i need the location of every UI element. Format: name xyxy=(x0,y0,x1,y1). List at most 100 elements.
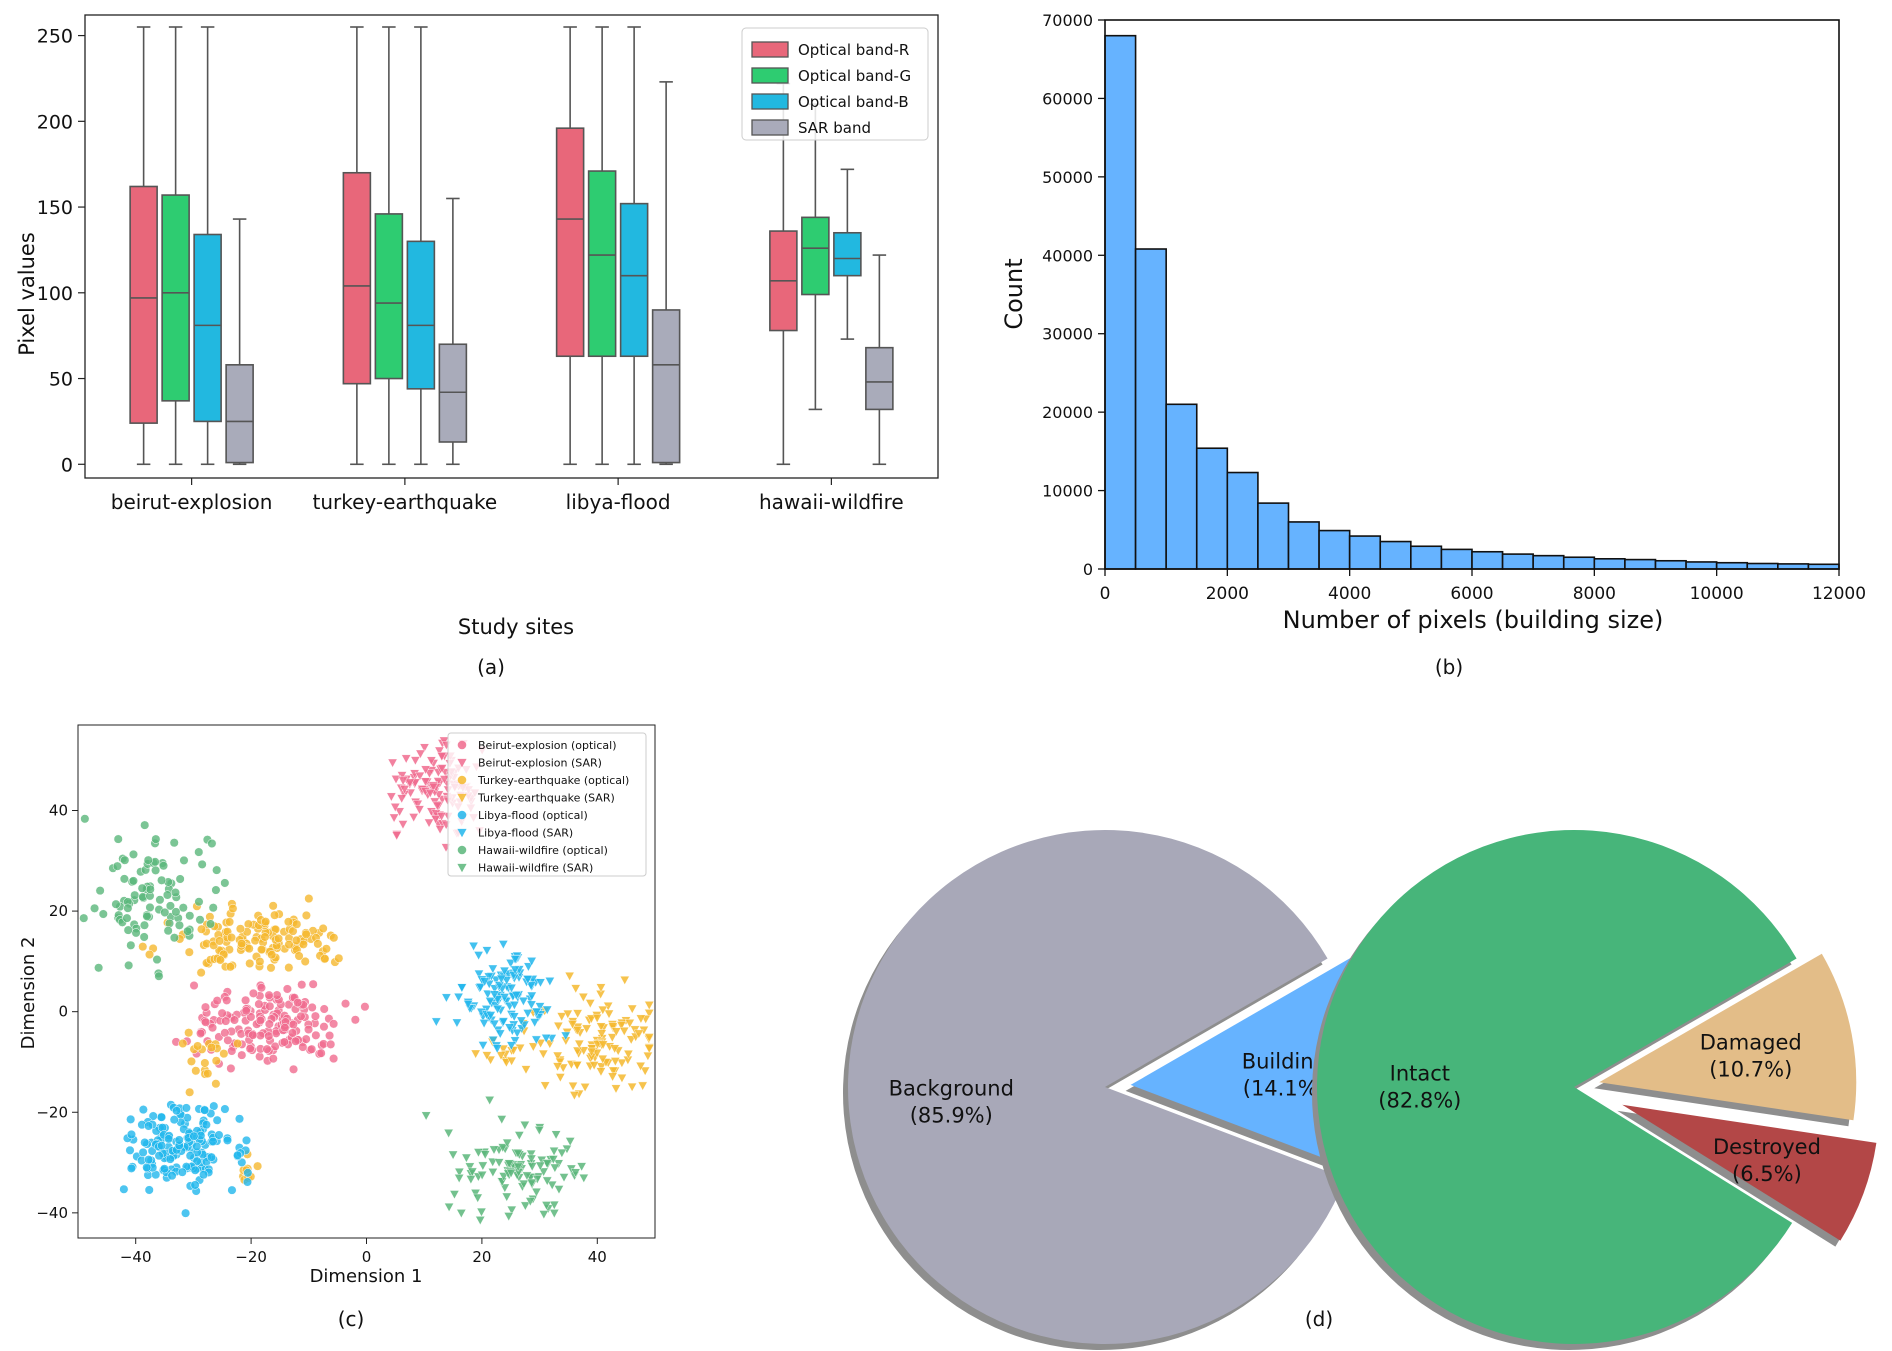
scatter-point xyxy=(420,765,431,775)
scatter-point xyxy=(578,1046,589,1056)
scatter-point xyxy=(293,998,303,1008)
scatter-point xyxy=(565,1137,576,1147)
scatter-point xyxy=(506,1168,517,1178)
scatter-point xyxy=(544,977,555,987)
scatter-point xyxy=(644,1001,655,1011)
scatter-point xyxy=(217,1008,227,1018)
scatter-point xyxy=(495,1029,506,1039)
histogram-bar xyxy=(1624,558,1657,570)
scatter-point xyxy=(288,1028,298,1038)
scatter-point xyxy=(206,1152,217,1162)
histogram-bar xyxy=(1165,403,1198,570)
scatter-point xyxy=(635,1014,646,1024)
scatter-point xyxy=(586,1014,597,1024)
scatter-point xyxy=(220,878,230,888)
scatter-point xyxy=(329,933,339,943)
scatter-point xyxy=(95,886,105,896)
scatter-point xyxy=(185,911,195,921)
scatter-point xyxy=(644,1044,655,1054)
scatter-point xyxy=(441,993,452,1003)
scatter-point xyxy=(228,903,238,914)
scatter-point xyxy=(156,1112,167,1122)
pie-slice xyxy=(848,830,1346,1344)
scatter-point xyxy=(419,743,430,753)
scatter-point xyxy=(642,1051,653,1061)
scatter-point xyxy=(617,1074,627,1084)
x-tick-label: 40 xyxy=(588,1248,607,1266)
scatter-point xyxy=(123,903,133,913)
scatter-point xyxy=(226,1063,236,1073)
scatter-point xyxy=(301,1034,311,1044)
scatter-point xyxy=(256,983,266,993)
scatter-point xyxy=(496,974,507,984)
scatter-point xyxy=(140,1137,150,1148)
scatter-point xyxy=(475,1216,486,1226)
scatter-point xyxy=(270,1041,280,1052)
scatter-point xyxy=(262,1044,272,1054)
scatter-point xyxy=(227,1046,237,1056)
histogram-bar xyxy=(1654,559,1687,570)
scatter-point xyxy=(503,1212,514,1222)
scatter-point xyxy=(555,1073,566,1083)
scatter-point xyxy=(560,1031,571,1041)
y-tick-label: 250 xyxy=(37,26,73,48)
scatter-point xyxy=(611,1084,621,1094)
scatter-point xyxy=(396,794,407,804)
scatter-point xyxy=(80,814,90,824)
scatter-point xyxy=(414,805,425,815)
scatter-point xyxy=(211,1079,221,1089)
scatter-point xyxy=(254,999,264,1009)
scatter-point xyxy=(152,955,162,965)
scatter-point xyxy=(522,1171,532,1181)
scatter-point xyxy=(160,907,170,917)
scatter-point xyxy=(151,834,161,844)
scatter-point xyxy=(391,831,402,841)
y-tick-label: 0 xyxy=(61,454,73,476)
y-tick-label: 40 xyxy=(49,802,68,820)
scatter-point xyxy=(244,944,254,954)
scatter-point xyxy=(496,1051,506,1061)
y-tick-label: −20 xyxy=(36,1103,68,1121)
scatter-point xyxy=(207,1042,217,1053)
box-body xyxy=(161,194,190,402)
scatter-point xyxy=(596,1022,607,1032)
scatter-point xyxy=(225,962,235,972)
scatter-point xyxy=(489,990,500,1000)
scatter-point xyxy=(489,1019,500,1029)
scatter-point xyxy=(513,1162,524,1172)
scatter-point xyxy=(485,1011,496,1021)
scatter-point xyxy=(424,818,434,828)
x-tick-label: 0 xyxy=(1100,584,1111,604)
scatter-point xyxy=(208,1136,218,1147)
scatter-point xyxy=(170,887,181,898)
scatter-point xyxy=(461,1153,472,1163)
scatter-point xyxy=(191,1066,201,1076)
histogram-bar xyxy=(1410,545,1443,570)
scatter-point xyxy=(292,919,302,929)
pie-slice-label: Destroyed xyxy=(1713,1135,1821,1159)
scatter-point xyxy=(138,942,148,952)
scatter-point xyxy=(431,1017,442,1027)
scatter-point xyxy=(128,849,139,859)
scatter-point xyxy=(414,771,425,781)
scatter-point xyxy=(485,997,496,1007)
scatter-point xyxy=(220,1104,230,1114)
histogram-bar xyxy=(1287,521,1320,570)
scatter-point xyxy=(139,932,149,942)
scatter-point xyxy=(214,936,225,946)
scatter-point xyxy=(181,1103,191,1113)
scatter-point xyxy=(233,1039,243,1049)
scatter-point xyxy=(143,855,153,865)
y-tick-label: 50000 xyxy=(1042,168,1093,187)
scatter-point xyxy=(163,926,173,936)
scatter-point xyxy=(248,1030,258,1040)
x-tick-label: hawaii-wildfire xyxy=(759,490,904,514)
scatter-point xyxy=(307,1002,317,1012)
scatter-point xyxy=(548,1155,559,1165)
legend-marker xyxy=(457,740,467,750)
scatter-point xyxy=(480,1150,491,1160)
scatter-point xyxy=(527,1162,538,1172)
x-tick-label: 0 xyxy=(362,1248,372,1266)
scatter-point xyxy=(522,1009,533,1019)
scatter-point xyxy=(284,963,294,973)
